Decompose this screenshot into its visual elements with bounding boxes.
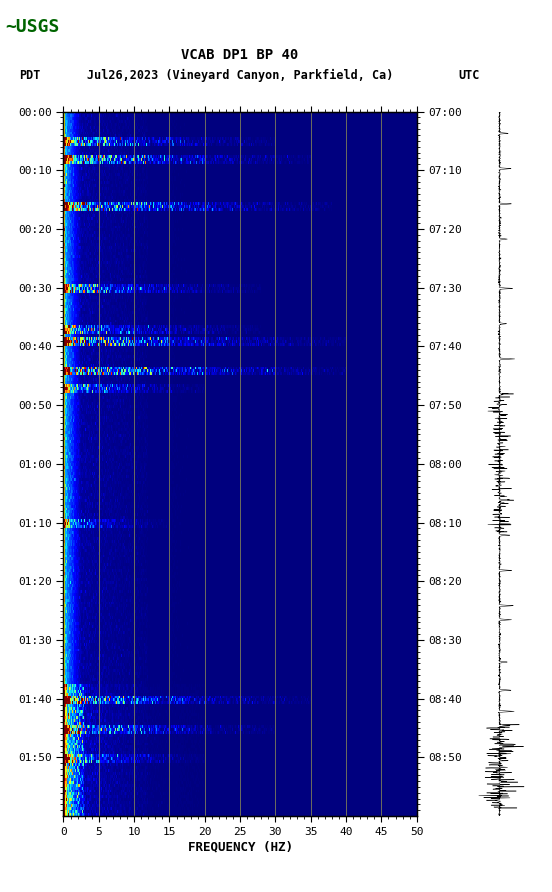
Text: UTC: UTC: [458, 70, 480, 82]
Text: ~USGS: ~USGS: [6, 18, 60, 36]
Text: PDT: PDT: [19, 70, 41, 82]
Text: Jul26,2023 (Vineyard Canyon, Parkfield, Ca): Jul26,2023 (Vineyard Canyon, Parkfield, …: [87, 70, 394, 82]
X-axis label: FREQUENCY (HZ): FREQUENCY (HZ): [188, 841, 293, 854]
Text: VCAB DP1 BP 40: VCAB DP1 BP 40: [182, 48, 299, 62]
